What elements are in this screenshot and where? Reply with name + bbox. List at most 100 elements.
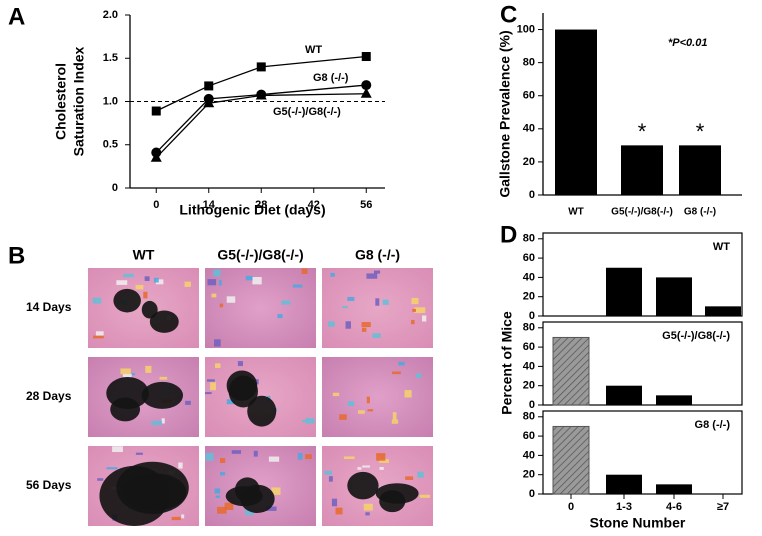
crystal — [328, 321, 335, 327]
crystal — [415, 373, 422, 378]
y-axis-label: Gallstone Prevalence (%) — [497, 30, 513, 197]
crystal — [226, 399, 236, 405]
crystal — [231, 450, 242, 454]
bar — [552, 336, 590, 406]
x-tick-label: ≥7 — [717, 501, 729, 513]
crystal — [135, 452, 143, 455]
y-tick-label: 2.0 — [103, 9, 118, 21]
crystal — [178, 462, 183, 469]
crystal — [205, 452, 214, 461]
crystal — [207, 279, 217, 286]
crystal — [161, 418, 165, 424]
y-tick-label: 0.5 — [103, 139, 118, 151]
column-label: G5(-/-)/G8(-/-) — [217, 247, 303, 263]
y-tick-label: 40 — [523, 360, 535, 372]
x-tick-label: 4-6 — [666, 501, 682, 513]
crystal — [219, 303, 224, 308]
crystal — [112, 446, 123, 453]
y-tick-label: 0 — [529, 310, 535, 322]
crystal — [145, 365, 152, 373]
marker — [151, 106, 161, 116]
series-label: G8 (-/-) — [313, 72, 349, 84]
crystal — [404, 390, 412, 398]
crystal — [95, 331, 104, 336]
panel-letter: B — [8, 242, 25, 269]
crystal — [226, 296, 236, 303]
crystal — [253, 450, 258, 457]
bar — [606, 267, 642, 316]
crystal — [143, 291, 148, 299]
y-tick-label: 60 — [523, 430, 535, 442]
crystal — [392, 412, 397, 420]
crystal — [419, 494, 431, 498]
micrograph-panel: B WT G5(-/-)/G8(-/-) G8 (-/-) 14 Days 28 Days… — [8, 242, 433, 526]
crystal — [277, 314, 283, 319]
x-tick-label: WT — [568, 207, 584, 218]
marker — [203, 97, 215, 108]
marker — [150, 151, 162, 162]
y-tick-label: 80 — [523, 411, 535, 423]
crystal — [237, 361, 243, 367]
crystal — [342, 305, 348, 309]
crystal — [347, 401, 355, 407]
y-tick-label: 80 — [523, 57, 535, 69]
crystal — [302, 419, 307, 422]
marker — [255, 89, 267, 100]
crystal — [363, 503, 373, 511]
y-axis-label: Cholesterol — [53, 63, 69, 140]
marker — [361, 52, 371, 62]
crystal — [297, 452, 303, 460]
crystal — [365, 512, 370, 516]
crystal — [347, 296, 355, 301]
series-line — [155, 93, 367, 159]
crystal — [391, 419, 399, 424]
crystal — [220, 471, 226, 476]
bar — [555, 29, 597, 195]
panel-name: G8 (-/-) — [695, 419, 731, 431]
x-tick-label: 28 — [255, 199, 267, 211]
x-tick-label: G8 (-/-) — [684, 207, 716, 218]
crystal — [155, 279, 164, 285]
crystal — [219, 458, 226, 463]
crystal — [218, 279, 222, 286]
crystal — [159, 376, 168, 380]
stone — [240, 484, 275, 513]
crystal — [417, 471, 424, 478]
crystal — [379, 467, 384, 470]
y-tick-label: 20 — [523, 469, 535, 481]
y-tick-label: 60 — [523, 341, 535, 353]
series-line — [155, 55, 367, 112]
row-label: 14 Days — [26, 300, 72, 314]
stone — [247, 395, 277, 427]
marker — [204, 81, 214, 91]
crystal — [361, 327, 367, 332]
crystal — [398, 361, 405, 366]
marker — [361, 80, 372, 91]
crystal — [92, 297, 102, 304]
crystal — [123, 273, 134, 278]
y-tick-label: 20 — [523, 156, 535, 168]
crystal — [245, 508, 254, 516]
x-tick-label: 56 — [360, 199, 372, 211]
crystal — [373, 270, 381, 274]
crystal — [305, 454, 312, 459]
crystal — [93, 335, 104, 339]
y-axis-label: Percent of Mice — [499, 311, 515, 415]
crystal — [367, 409, 374, 412]
crystal — [122, 373, 132, 379]
crystal — [405, 476, 414, 480]
panel-letter: C — [500, 1, 517, 28]
crystal — [97, 478, 104, 481]
y-tick-label: 100 — [517, 23, 535, 35]
x-tick-label: 14 — [203, 199, 216, 211]
stone — [347, 471, 379, 500]
y-tick-label: 20 — [523, 291, 535, 303]
y-tick-label: 40 — [523, 271, 535, 283]
stone — [149, 310, 179, 333]
crystal — [412, 308, 416, 312]
crystal — [376, 453, 386, 461]
series-label: G5(-/-)/G8(-/-) — [273, 106, 341, 118]
bar — [552, 425, 590, 495]
crystal — [211, 293, 217, 298]
crystal — [358, 410, 365, 414]
